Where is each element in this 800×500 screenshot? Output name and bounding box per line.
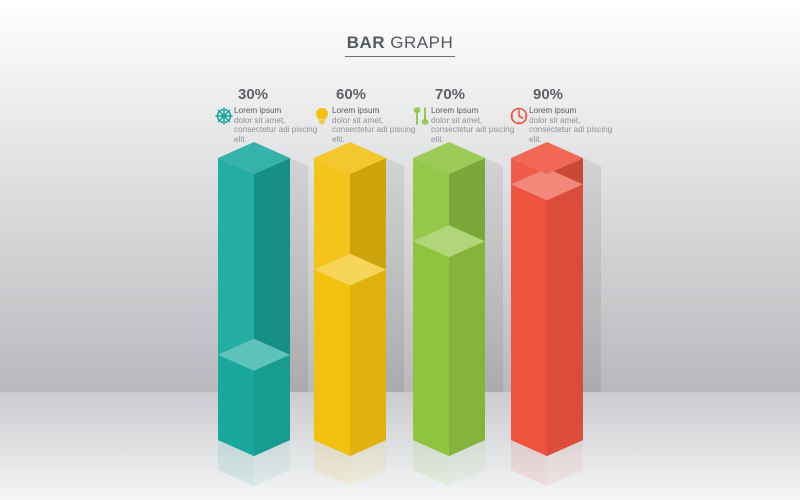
percent-label: 60%	[336, 86, 367, 103]
bar-level-top	[218, 338, 290, 371]
bar-1	[218, 142, 308, 486]
bar-top-cap	[511, 142, 583, 174]
bar-shadow	[386, 158, 404, 392]
bar-reflection	[547, 440, 583, 486]
description-head: Lorem ipsum	[234, 106, 282, 115]
description-body: dolor sit amet, consectetur adi piscing …	[529, 115, 613, 144]
light-bulb-icon	[316, 108, 328, 125]
bar-fill-front	[511, 184, 547, 456]
chart-title: BAR GRAPH	[344, 33, 456, 57]
bar-3	[413, 142, 503, 486]
description-head: Lorem ipsum	[332, 106, 380, 115]
bar-2	[314, 142, 404, 486]
clock-icon	[510, 107, 528, 125]
bar-fill-front	[413, 241, 449, 456]
bar-reflection	[350, 440, 386, 486]
description-body: dolor sit amet, consectetur adi piscing …	[332, 115, 416, 144]
bar-description: Lorem ipsum dolor sit amet, consectetur …	[529, 106, 624, 144]
bar-reflection	[413, 440, 449, 486]
bar-description: Lorem ipsum dolor sit amet, consectetur …	[332, 106, 427, 144]
bar-reflection	[314, 440, 350, 486]
bar-reflection	[449, 440, 485, 486]
bar-level-top	[511, 168, 583, 201]
bar-shadow	[485, 158, 503, 392]
wrench-icon	[413, 107, 429, 125]
bar-top-cap	[218, 142, 290, 174]
bar-description: Lorem ipsum dolor sit amet, consectetur …	[431, 106, 526, 144]
chart-title-light: GRAPH	[390, 33, 454, 52]
bar-shadow	[290, 158, 308, 392]
percent-label: 90%	[533, 86, 564, 103]
bar-reflection	[511, 440, 547, 486]
chart-title-bold: BAR	[346, 33, 386, 52]
bar-fill-side	[547, 184, 583, 456]
bar-shadow	[583, 158, 601, 392]
description-head: Lorem ipsum	[431, 106, 479, 115]
description-body: dolor sit amet, consectetur adi piscing …	[431, 115, 515, 144]
bar-description: Lorem ipsum dolor sit amet, consectetur …	[234, 106, 329, 144]
bar-fill-side	[350, 269, 386, 456]
bar-fill-front	[314, 269, 350, 456]
bar-fill-front	[218, 354, 254, 456]
bar-level-top	[314, 253, 386, 286]
wall	[0, 0, 800, 392]
bar-reflection	[254, 440, 290, 486]
bar-fill-side	[449, 241, 485, 456]
bar-top-cap	[314, 142, 386, 174]
percent-label: 30%	[238, 86, 269, 103]
bar-top-cap	[413, 142, 485, 174]
bar-4	[511, 142, 601, 486]
bars-group	[218, 142, 601, 486]
chart-title-wrap: BAR GRAPH	[0, 33, 800, 57]
floor	[0, 392, 800, 500]
description-body: dolor sit amet, consectetur adi piscing …	[234, 115, 318, 144]
bar-level-top	[413, 225, 485, 258]
bar-fill-side	[254, 354, 290, 456]
description-head: Lorem ipsum	[529, 106, 577, 115]
ship-wheel-icon	[215, 107, 233, 125]
bar-reflection	[218, 440, 254, 486]
percent-label: 70%	[435, 86, 466, 103]
